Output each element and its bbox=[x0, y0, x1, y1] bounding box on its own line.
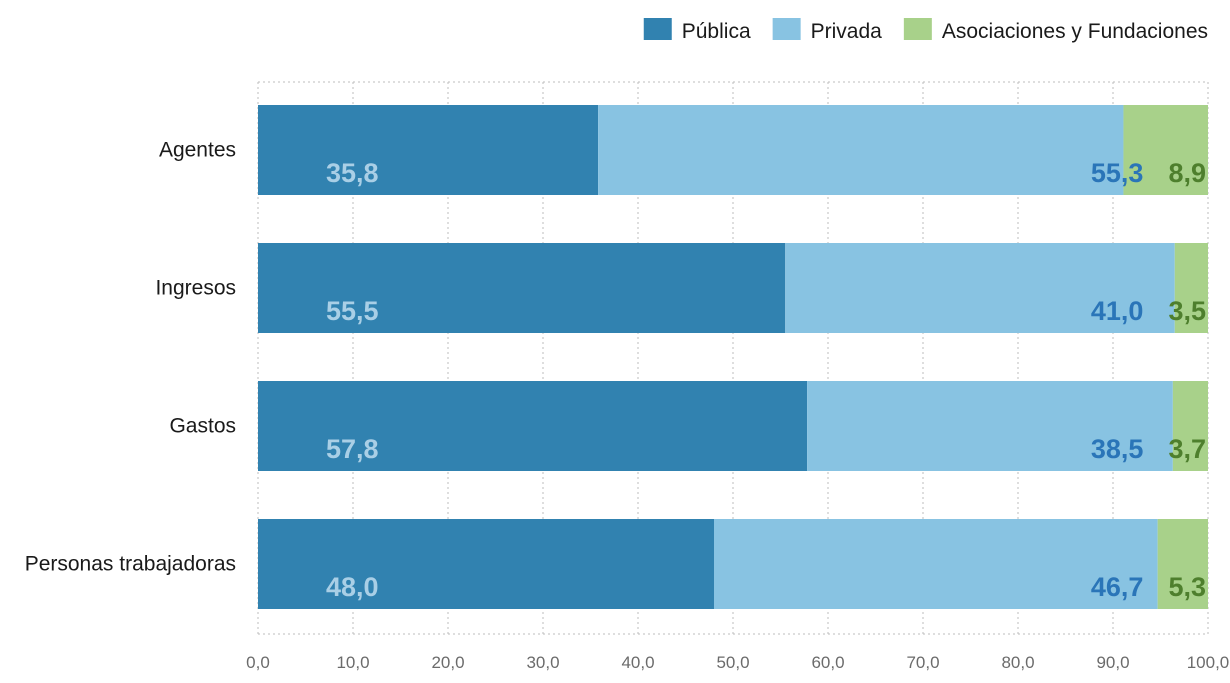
x-tick-label: 20,0 bbox=[431, 653, 464, 672]
value-label-publica: 35,8 bbox=[326, 158, 379, 188]
bar-publica-personas-trabajadoras bbox=[258, 519, 714, 609]
x-tick-label: 100,0 bbox=[1187, 653, 1230, 672]
bar-privada-ingresos bbox=[785, 243, 1175, 333]
category-label: Gastos bbox=[169, 415, 236, 438]
legend-item-asociaciones-y-fundaciones: Asociaciones y Fundaciones bbox=[903, 18, 1208, 43]
value-label-publica: 57,8 bbox=[326, 434, 379, 464]
category-label: Agentes bbox=[159, 139, 236, 162]
legend-item-publica: Pública bbox=[643, 18, 751, 43]
x-tick-label: 50,0 bbox=[716, 653, 749, 672]
value-label-asociaciones: 5,3 bbox=[1168, 572, 1206, 602]
bar-asociaciones-y-fundaciones-personas-trabajadoras bbox=[1157, 519, 1208, 609]
value-label-asociaciones: 3,5 bbox=[1168, 296, 1206, 326]
value-label-privada: 46,7 bbox=[1091, 572, 1144, 602]
value-label-publica: 55,5 bbox=[326, 296, 379, 326]
bar-privada-gastos bbox=[807, 381, 1173, 471]
plot-area: 35,8 55,3 8,9 55,5 41,0 3,5 57,8 38,5 3,7 48,0 46,… bbox=[257, 81, 1209, 635]
category-label: Ingresos bbox=[155, 277, 236, 300]
x-tick-label: 60,0 bbox=[811, 653, 844, 672]
x-axis-ticks: 0,0 10,0 20,0 30,0 40,0 50,0 60,0 70,0 80,0 90,0 1… bbox=[246, 653, 1229, 672]
bar-privada-agentes bbox=[598, 105, 1124, 195]
x-tick-label: 90,0 bbox=[1096, 653, 1129, 672]
value-label-asociaciones: 8,9 bbox=[1168, 158, 1206, 188]
value-label-privada: 55,3 bbox=[1091, 158, 1144, 188]
category-label: Personas trabajadoras bbox=[25, 553, 236, 576]
value-label-privada: 41,0 bbox=[1091, 296, 1144, 326]
x-tick-label: 0,0 bbox=[246, 653, 270, 672]
bar-publica-ingresos bbox=[258, 243, 786, 333]
bar-privada-personas-trabajadoras bbox=[714, 519, 1158, 609]
bar-publica-agentes bbox=[258, 105, 599, 195]
x-tick-label: 40,0 bbox=[621, 653, 654, 672]
legend-swatch-privada bbox=[772, 18, 801, 40]
x-tick-label: 30,0 bbox=[526, 653, 559, 672]
x-tick-label: 70,0 bbox=[906, 653, 939, 672]
value-label-privada: 38,5 bbox=[1091, 434, 1144, 464]
x-tick-label: 80,0 bbox=[1001, 653, 1034, 672]
legend-label-publica: Pública bbox=[682, 20, 751, 43]
legend-swatch-asociaciones-y-fundaciones bbox=[903, 18, 932, 40]
legend-label-privada: Privada bbox=[811, 20, 883, 43]
legend-swatch-publica bbox=[643, 18, 672, 40]
value-label-publica: 48,0 bbox=[326, 572, 379, 602]
bar-publica-gastos bbox=[258, 381, 808, 471]
x-tick-label: 10,0 bbox=[336, 653, 369, 672]
category-labels: Agentes Ingresos Gastos Personas trabajador… bbox=[25, 139, 236, 576]
legend-item-privada: Privada bbox=[772, 18, 883, 43]
bar-asociaciones-y-fundaciones-agentes bbox=[1123, 105, 1208, 195]
value-label-asociaciones: 3,7 bbox=[1168, 434, 1206, 464]
legend-label-asociaciones-y-fundaciones: Asociaciones y Fundaciones bbox=[942, 20, 1208, 43]
legend: Pública Privada Asociaciones y Fundaciones bbox=[643, 18, 1208, 43]
bar-asociaciones-y-fundaciones-gastos bbox=[1172, 381, 1208, 471]
bar-asociaciones-y-fundaciones-ingresos bbox=[1174, 243, 1208, 333]
